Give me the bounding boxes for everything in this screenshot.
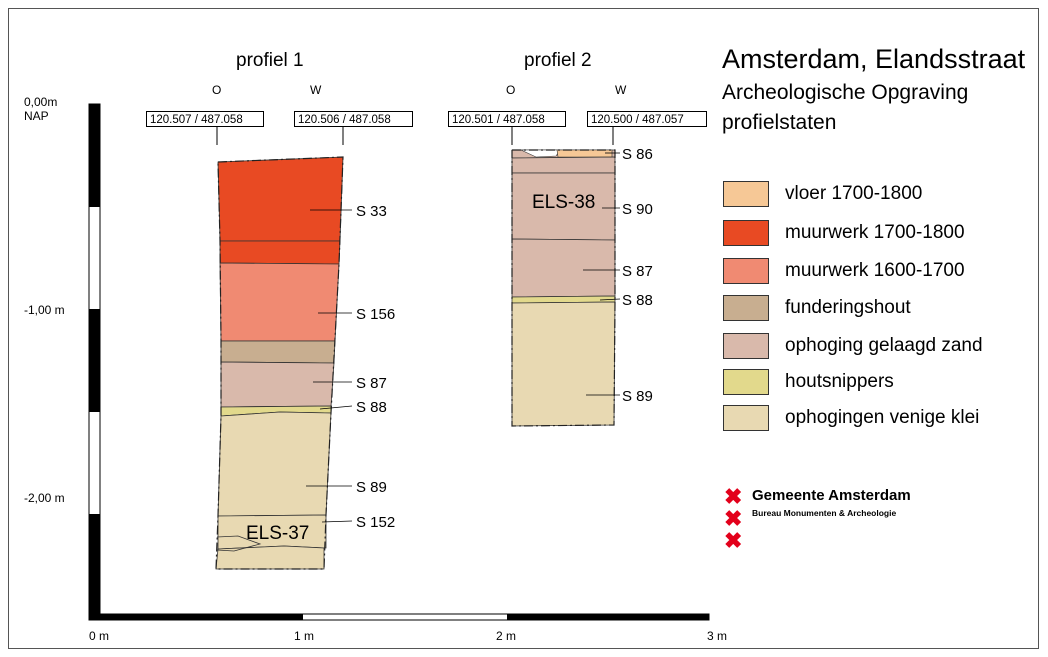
width-label-2: 2 m bbox=[496, 629, 516, 643]
gemeente-amsterdam-logo: ✖ ✖ ✖ Gemeente Amsterdam Bureau Monument… bbox=[724, 486, 936, 554]
title-block: Amsterdam, Elandsstraat Archeologische O… bbox=[722, 44, 1025, 135]
profile-2-tag: ELS-38 bbox=[532, 192, 595, 213]
profile-1-title: profiel 1 bbox=[236, 50, 304, 71]
cross-icon: ✖ bbox=[724, 528, 743, 553]
drawing-frame bbox=[8, 8, 1039, 649]
profile-2: profiel 2 O W 120.501 / 487.058 120.500 … bbox=[448, 50, 707, 427]
profile-2-label-s87: S 87 bbox=[622, 263, 653, 280]
legend-swatch bbox=[723, 369, 769, 395]
logo-name: Gemeente Amsterdam bbox=[752, 487, 911, 504]
profile-1-coord-right-box bbox=[294, 111, 413, 127]
profile-1-label-s33: S 33 bbox=[356, 203, 387, 220]
profile-1-tag: ELS-37 bbox=[246, 523, 309, 544]
legend-swatch bbox=[723, 295, 769, 321]
profile-1-coord-right: 120.506 / 487.058 bbox=[298, 114, 391, 126]
andreas-cross-marks: ✖ ✖ ✖ bbox=[724, 486, 746, 552]
profile-1-coord-left-box bbox=[146, 111, 264, 127]
layer-ophoging-gelaagd-zand bbox=[220, 361, 335, 408]
profile-1-label-s87: S 87 bbox=[356, 375, 387, 392]
width-scale-segment bbox=[89, 614, 303, 620]
layer-muurwerk-1600-1700 bbox=[219, 262, 340, 342]
legend-label: houtsnippers bbox=[785, 371, 894, 392]
layer-ophoging-gelaagd-zand bbox=[511, 238, 616, 298]
layer-ophogingen-venige-klei bbox=[511, 301, 616, 427]
layer-muurwerk-1700-1800 bbox=[219, 240, 341, 265]
layer-ophoging-gelaagd-zand bbox=[511, 156, 616, 174]
width-label-3: 3 m bbox=[707, 629, 727, 643]
profile-1-label-s89: S 89 bbox=[356, 479, 387, 496]
profile-2-title: profiel 2 bbox=[524, 50, 592, 71]
legend-label: muurwerk 1700-1800 bbox=[785, 222, 965, 243]
profile-2-orientation-right: W bbox=[615, 83, 627, 97]
profile-1-label-s152: S 152 bbox=[356, 514, 395, 531]
depth-scale-bar bbox=[88, 103, 101, 617]
cross-icon: ✖ bbox=[724, 484, 743, 509]
title-line-1: Amsterdam, Elandsstraat bbox=[722, 44, 1026, 74]
profile-1: profiel 1 O W 120.507 / 487.058 120.506 … bbox=[146, 50, 413, 570]
depth-label-top: 0,00m bbox=[24, 95, 57, 109]
depth-scale-segment bbox=[89, 104, 100, 207]
cross-icon: ✖ bbox=[724, 506, 743, 531]
legend-item-funderingshout: funderingshout bbox=[723, 294, 911, 322]
profile-1-orientation-right: W bbox=[310, 83, 322, 97]
profile-1-orientation-left: O bbox=[212, 83, 221, 97]
profile-2-coord-left-box bbox=[448, 111, 566, 127]
logo-department: Bureau Monumenten & Archeologie bbox=[752, 508, 897, 518]
profile-2-label-s90: S 90 bbox=[622, 201, 653, 218]
profile-2-coord-right-box bbox=[587, 111, 707, 127]
legend-label: muurwerk 1600-1700 bbox=[785, 260, 965, 281]
depth-scale-segment bbox=[89, 309, 100, 412]
profile-2-orientation-left: O bbox=[506, 83, 515, 97]
layer-muurwerk-1700-1800 bbox=[217, 156, 344, 242]
depth-label-minus-2: -2,00 m bbox=[24, 491, 65, 505]
width-scale-segment bbox=[507, 614, 709, 620]
depth-label-minus-1: -1,00 m bbox=[24, 303, 65, 317]
depth-label-nap: NAP bbox=[24, 109, 49, 123]
title-line-3: profielstaten bbox=[722, 111, 837, 134]
profile-2-label-s86: S 86 bbox=[622, 146, 653, 163]
legend-item-vloer: vloer 1700-1800 bbox=[723, 180, 922, 208]
profile-2-coord-left: 120.501 / 487.058 bbox=[452, 114, 545, 126]
title-line-2: Archeologische Opgraving bbox=[722, 81, 969, 104]
profile-1-label-s88: S 88 bbox=[356, 399, 387, 416]
legend-item-muurwerk-1600: muurwerk 1600-1700 bbox=[723, 257, 965, 285]
legend-label: funderingshout bbox=[785, 297, 911, 318]
depth-scale-segment bbox=[89, 514, 100, 616]
legend-swatch bbox=[723, 405, 769, 431]
legend-item-gelaagd-zand: ophoging gelaagd zand bbox=[723, 332, 983, 360]
legend-item-houtsnippers: houtsnippers bbox=[723, 368, 894, 396]
profile-2-label-s89: S 89 bbox=[622, 388, 653, 405]
legend-swatch bbox=[723, 258, 769, 284]
legend-label: ophogingen venige klei bbox=[785, 407, 980, 428]
layer-vloer-1700-1800 bbox=[556, 149, 613, 158]
legend-swatch bbox=[723, 220, 769, 246]
legend-swatch bbox=[723, 333, 769, 359]
profile-1-coord-left: 120.507 / 487.058 bbox=[150, 114, 243, 126]
legend-swatch bbox=[723, 181, 769, 207]
legend-item-venige-klei: ophogingen venige klei bbox=[723, 404, 979, 432]
width-label-0: 0 m bbox=[89, 629, 109, 643]
legend-label: vloer 1700-1800 bbox=[785, 183, 923, 204]
profile-2-label-s88: S 88 bbox=[622, 292, 653, 309]
profile-1-label-s156: S 156 bbox=[356, 306, 395, 323]
layer-funderingshout bbox=[220, 340, 336, 364]
legend-item-muurwerk-1700: muurwerk 1700-1800 bbox=[723, 219, 965, 247]
width-scale-bar bbox=[88, 613, 710, 621]
layer-ophogingen-venige-klei bbox=[217, 411, 332, 517]
legend-label: ophoging gelaagd zand bbox=[785, 335, 983, 356]
width-label-1: 1 m bbox=[294, 629, 314, 643]
layer-ophogingen-venige-klei bbox=[215, 545, 325, 570]
profile-2-coord-right: 120.500 / 487.057 bbox=[591, 114, 684, 126]
